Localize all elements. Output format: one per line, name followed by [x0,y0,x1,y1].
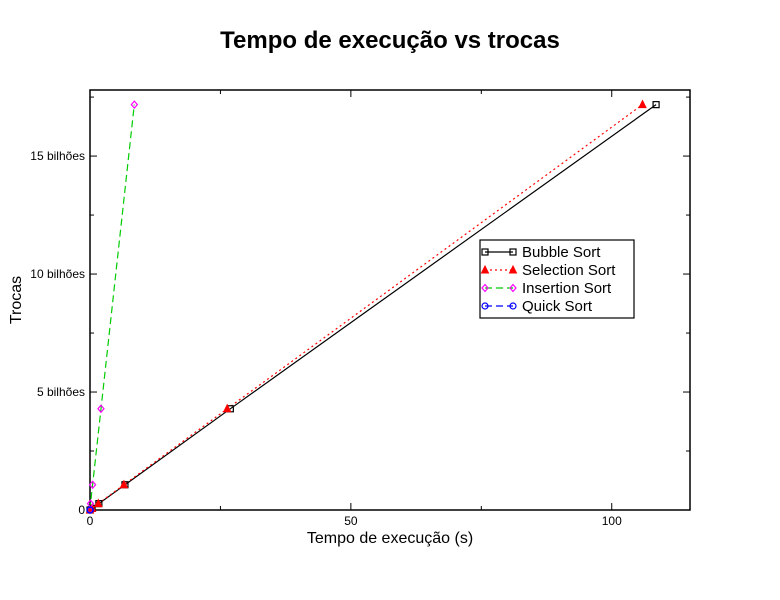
data-point-selection-sort [638,99,647,109]
legend-label-insertion-sort: Insertion Sort [522,280,612,297]
x-tick-label: 50 [344,514,358,528]
series-line-insertion-sort [89,104,135,511]
series-markers [85,99,660,515]
legend-marker-selection-sort [480,264,490,274]
data-point-insertion-sort [130,100,139,110]
data-point-selection-sort [119,479,129,489]
legend-marker-bubble-sort [509,248,517,256]
legend-marker-quick-sort [509,302,517,310]
plot-frame [89,89,691,511]
data-point-insertion-sort [97,404,105,414]
data-point-quick-sort [86,506,94,514]
data-point-selection-sort [222,403,232,413]
series-line-selection-sort [89,104,643,511]
y-tick-label: 0 [78,503,85,517]
legend-label-selection-sort: Selection Sort [522,262,616,279]
x-axis-label: Tempo de execução (s) [307,530,473,547]
legend-marker-selection-sort [508,264,518,274]
data-point-insertion-sort [88,480,97,490]
legend-marker-insertion-sort [509,283,517,293]
legend-marker-insertion-sort [481,283,489,293]
legend-marker-bubble-sort [481,248,489,256]
x-tick-label: 0 [87,514,94,528]
legend-label-bubble-sort: Bubble Sort [522,244,601,261]
chart-title: Tempo de execução vs trocas [220,27,560,54]
data-point-bubble-sort [652,101,660,109]
axis-ticks: 0 50 100 0 5 bilhões 10 bilhões 15 bilhões [30,90,690,528]
y-tick-label: 5 bilhões [37,385,85,399]
y-tick-label: 10 bilhões [30,267,85,281]
legend-label-quick-sort: Quick Sort [522,298,593,315]
y-axis-label: Trocas [8,276,25,324]
y-tick-label: 15 bilhões [30,149,85,163]
legend-marker-quick-sort [481,302,489,310]
legend-box [479,239,635,319]
data-point-selection-sort [94,498,103,508]
x-tick-label: 100 [602,514,622,528]
